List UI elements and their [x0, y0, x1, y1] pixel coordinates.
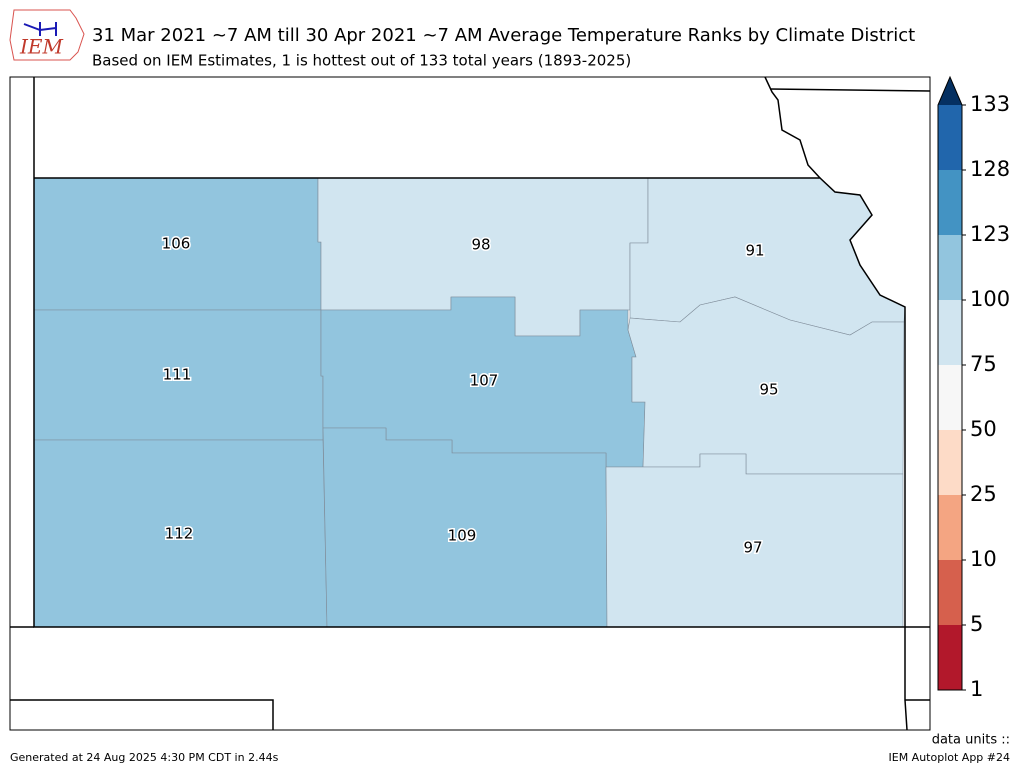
- colorbar-bin: [938, 235, 962, 300]
- subtitle: Based on IEM Estimates, 1 is hottest out…: [92, 52, 631, 70]
- texas-border: [10, 699, 274, 730]
- logo-outline: [9, 9, 85, 61]
- data-units: data units ::: [932, 733, 1010, 748]
- colorbar-bin: [938, 430, 962, 495]
- generated: Generated at 24 Aug 2025 4:30 PM CDT in …: [10, 751, 279, 764]
- district-rank: 98: [471, 236, 490, 254]
- iowa-border: [769, 88, 931, 92]
- arkansas-border: [904, 627, 930, 731]
- district-rank: 95: [759, 381, 778, 399]
- colorbar-tick-label: 123: [970, 222, 1010, 246]
- logo-text: IEM: [19, 35, 64, 59]
- logo-icon: [23, 22, 57, 36]
- district-rank: 91: [745, 242, 764, 260]
- state-borders: [10, 76, 931, 731]
- district-rank: 106: [162, 235, 191, 253]
- app-id: IEM Autoplot App #24: [889, 751, 1011, 764]
- colorbar-tick-label: 50: [970, 417, 997, 441]
- colorbar: 1 5 10 25 50 75 100 123 128 133: [937, 75, 1010, 701]
- colorbar-outline: [937, 75, 963, 691]
- colorbar-bin: [938, 625, 962, 690]
- colorbar-tick-label: 133: [970, 92, 1010, 116]
- colorbar-bin: [938, 105, 962, 170]
- colorbar-bin: [938, 300, 962, 365]
- colorbar-tick-label: 100: [970, 287, 1010, 311]
- kansas-border: [33, 77, 906, 628]
- colorbar-bin: [938, 495, 962, 560]
- missouri-river: [764, 76, 821, 179]
- colorbar-bin: [938, 560, 962, 625]
- district-rank: 107: [470, 372, 499, 390]
- district-labels: 106 98 91 111 107 95 112 109 97: [160, 233, 780, 558]
- colorbar-extend: [938, 77, 962, 105]
- colorbar-bin: [938, 365, 962, 430]
- colorbar-bin: [938, 170, 962, 235]
- colorbar-tick-label: 5: [970, 612, 983, 636]
- colorbar-tick-label: 25: [970, 482, 997, 506]
- colorbar-tick-label: 128: [970, 157, 1010, 181]
- colorbar-tick-label: 75: [970, 352, 997, 376]
- districts: [33, 177, 906, 628]
- logo: IEM: [9, 9, 85, 61]
- title: 31 Mar 2021 ~7 AM till 30 Apr 2021 ~7 AM…: [92, 25, 915, 46]
- district-rank: 112: [165, 525, 194, 543]
- colorbar-tick-label: 1: [970, 677, 983, 701]
- district-rank: 111: [163, 366, 192, 384]
- district-rank: 97: [743, 539, 762, 557]
- colorbar-tick-label: 10: [970, 547, 997, 571]
- district-rank: 109: [448, 527, 477, 545]
